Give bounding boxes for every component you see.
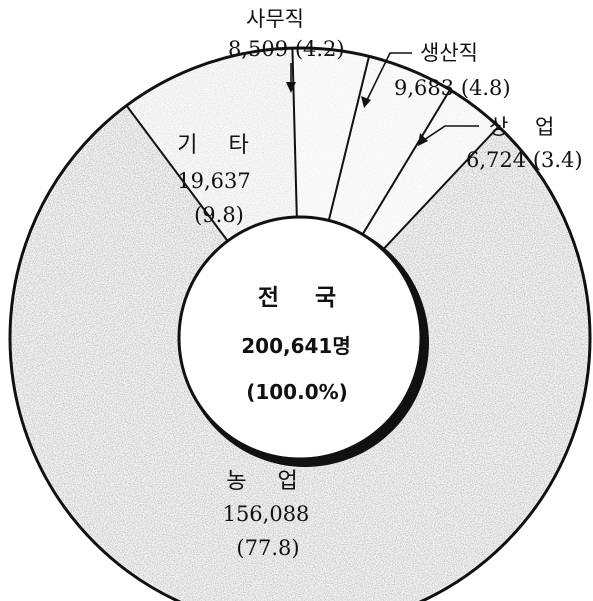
slice-office: [292, 50, 369, 221]
slice-production: [328, 58, 449, 235]
slice-value-office-num: 8,509: [228, 37, 288, 61]
slice-pct-other: (9.8): [194, 203, 244, 227]
leader-production-arrow: [361, 96, 371, 108]
slice-other: [127, 50, 297, 242]
center-title: 전 국: [258, 285, 350, 311]
slice-pct-production: (4.8): [461, 76, 511, 100]
slice-divider-production: [327, 56, 370, 221]
slice-label-other: 기 타: [177, 133, 260, 158]
slice-value-commerce-num: 6,724: [466, 148, 526, 172]
center-percent: (100.0%): [246, 380, 348, 404]
slice-pct-agriculture: (77.8): [236, 536, 299, 560]
leader-commerce: [423, 125, 479, 141]
slice-value-commerce: 6,724 (3.4): [466, 148, 583, 172]
slice-divider-other: [125, 104, 229, 242]
slice-label-commerce: 상 업: [489, 115, 564, 139]
leader-office-arrow: [286, 82, 296, 93]
slices-group: [125, 48, 500, 251]
center-value: 200,641명: [241, 334, 351, 358]
slice-commerce: [362, 91, 498, 250]
slice-value-agriculture: 156,088: [223, 502, 310, 526]
slice-value-production: 9,683 (4.8): [394, 76, 511, 100]
slice-pct-office: (4.2): [295, 37, 345, 61]
slice-divider-office: [291, 48, 298, 218]
slice-divider-agriculture: [382, 125, 500, 251]
slice-pct-commerce: (3.4): [533, 148, 583, 172]
leader-commerce-arrow: [418, 133, 428, 146]
slice-value-office: 8,509 (4.2): [228, 37, 345, 61]
leader-production: [366, 52, 412, 101]
slice-label-production: 생산직: [420, 41, 478, 65]
slice-label-office: 사무직: [246, 7, 304, 31]
slice-label-agriculture: 농 업: [226, 469, 309, 494]
slice-value-other: 19,637: [177, 169, 250, 193]
center-circle: [177, 215, 423, 461]
slice-value-production-num: 9,683: [394, 76, 454, 100]
slice-divider-commerce: [361, 89, 451, 235]
